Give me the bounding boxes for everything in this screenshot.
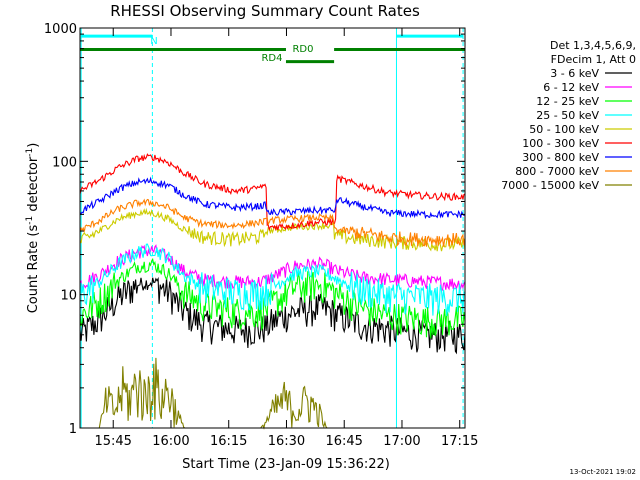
series-800-7000-kev (79, 198, 466, 247)
x-axis-label: Start Time (23-Jan-09 15:36:22) (182, 457, 390, 472)
label-n: N (150, 36, 157, 47)
mode-bars: N RD0 RD4 (80, 34, 465, 64)
series-3-6-kev (79, 276, 466, 355)
y-tick-label-100: 100 (52, 155, 77, 170)
legend-label-25-50-kev: 25 - 50 keV (536, 109, 599, 122)
y-axis-label-end: ) (26, 143, 41, 148)
x-axis-ticks: 15:45 16:00 16:15 16:30 16:45 17:00 17:15 (94, 28, 478, 449)
legend-header-line-1: Det 1,3,4,5,6,9, (550, 39, 636, 52)
x-tick-label-16-30: 16:30 (268, 434, 305, 449)
x-tick-label-16-15: 16:15 (210, 434, 247, 449)
chart-title: RHESSI Observing Summary Count Rates (110, 2, 420, 20)
y-axis-label-main: Count Rate (s (26, 225, 41, 314)
legend-label-800-7000-kev: 800 - 7000 keV (515, 165, 599, 178)
label-rd0: RD0 (292, 44, 313, 55)
x-tick-label-15-45: 15:45 (94, 434, 131, 449)
series-layer (79, 153, 466, 430)
x-tick-label-16-00: 16:00 (152, 434, 189, 449)
y-axis-label-sup1: -1 (25, 216, 35, 225)
y-tick-label-1000: 1000 (44, 22, 77, 37)
plot-frame (79, 27, 466, 429)
plot-area: N RD0 RD4 15:45 16:00 16:15 16:30 16:45 17:00 17… (44, 22, 479, 449)
legend-label-12-25-kev: 12 - 25 keV (536, 95, 599, 108)
y-axis-label-sup2: -1 (25, 148, 35, 157)
series-300-800-kev (79, 176, 466, 220)
x-tick-label-17-15: 17:15 (441, 434, 478, 449)
legend-label-300-800-kev: 300 - 800 keV (522, 151, 599, 164)
legend-label-6-12-kev: 6 - 12 keV (543, 81, 599, 94)
legend: Det 1,3,4,5,6,9, FDecim 1, Att 0 3 - 6 k… (501, 39, 636, 192)
y-tick-label-10: 10 (60, 289, 77, 304)
label-rd4: RD4 (261, 53, 282, 64)
series-100-300-kev (79, 153, 466, 232)
legend-header-line-2: FDecim 1, Att 0 (551, 53, 636, 66)
legend-label-50-100-kev: 50 - 100 keV (529, 123, 599, 136)
y-tick-label-1: 1 (69, 422, 77, 437)
x-tick-label-16-45: 16:45 (325, 434, 362, 449)
series-12-25-kev (79, 257, 466, 339)
series-25-50-kev (79, 243, 466, 316)
y-axis-ticks: 1 10 100 1000 (44, 22, 465, 437)
y-axis-label-mid: detector (26, 156, 41, 216)
legend-label-7000-15000-kev: 7000 - 15000 keV (501, 179, 599, 192)
series-6-12-kev (79, 244, 466, 291)
legend-label-3-6-kev: 3 - 6 keV (550, 67, 599, 80)
footer-date: 13-Oct-2021 19:02 (570, 468, 636, 476)
x-tick-label-17-00: 17:00 (383, 434, 420, 449)
y-axis-label: Count Rate (s-1 detector-1) (25, 143, 41, 314)
legend-label-100-300-kev: 100 - 300 keV (522, 137, 599, 150)
